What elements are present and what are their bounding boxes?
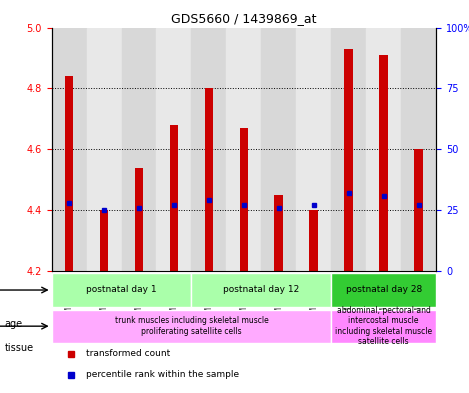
FancyBboxPatch shape xyxy=(52,310,331,343)
Text: postnatal day 12: postnatal day 12 xyxy=(223,285,300,294)
Bar xyxy=(344,49,353,271)
FancyBboxPatch shape xyxy=(331,273,436,307)
Bar xyxy=(135,167,144,271)
Bar xyxy=(157,28,191,271)
Text: abdominal, pectoral and
intercostal muscle
including skeletal muscle
satellite c: abdominal, pectoral and intercostal musc… xyxy=(335,306,432,346)
Text: age: age xyxy=(5,319,23,329)
Bar xyxy=(121,28,157,271)
FancyBboxPatch shape xyxy=(52,273,191,307)
Text: transformed count: transformed count xyxy=(86,349,170,358)
Bar xyxy=(331,28,366,271)
Text: percentile rank within the sample: percentile rank within the sample xyxy=(86,370,239,379)
Bar xyxy=(191,28,227,271)
FancyBboxPatch shape xyxy=(331,310,436,343)
Bar xyxy=(204,88,213,271)
Text: tissue: tissue xyxy=(5,343,34,353)
Bar xyxy=(52,28,87,271)
Bar xyxy=(99,210,108,271)
Bar xyxy=(401,28,436,271)
Bar xyxy=(310,210,318,271)
Bar xyxy=(274,195,283,271)
Bar xyxy=(170,125,178,271)
Bar xyxy=(296,28,331,271)
Bar xyxy=(65,76,74,271)
Bar xyxy=(227,28,261,271)
Bar xyxy=(379,55,388,271)
Bar xyxy=(87,28,121,271)
Title: GDS5660 / 1439869_at: GDS5660 / 1439869_at xyxy=(171,12,317,25)
Bar xyxy=(261,28,296,271)
Bar xyxy=(366,28,401,271)
Text: trunk muscles including skeletal muscle
proliferating satellite cells: trunk muscles including skeletal muscle … xyxy=(114,316,268,336)
Text: postnatal day 28: postnatal day 28 xyxy=(346,285,422,294)
FancyBboxPatch shape xyxy=(191,273,331,307)
Bar xyxy=(240,128,248,271)
Bar xyxy=(414,149,423,271)
Text: postnatal day 1: postnatal day 1 xyxy=(86,285,157,294)
